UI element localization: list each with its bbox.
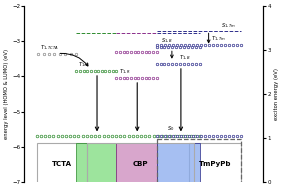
Text: CBP: CBP xyxy=(133,161,148,167)
Bar xyxy=(37,143,87,189)
Text: $S_{1,Tm}$: $S_{1,Tm}$ xyxy=(221,22,236,30)
Text: TCTA: TCTA xyxy=(52,161,72,167)
Bar xyxy=(189,143,241,189)
Bar xyxy=(156,143,200,189)
Bar xyxy=(156,139,241,189)
Text: $T_{1,Tm}$: $T_{1,Tm}$ xyxy=(211,35,226,43)
Text: $S_{1, B}$: $S_{1, B}$ xyxy=(162,37,173,45)
Y-axis label: exciton energy (eV): exciton energy (eV) xyxy=(274,68,279,120)
Y-axis label: energy level (HOMO & LUMO) (eV): energy level (HOMO & LUMO) (eV) xyxy=(4,49,9,139)
Text: $T_{1, R}$: $T_{1, R}$ xyxy=(119,67,130,76)
Bar xyxy=(116,143,156,189)
Text: TmPyPb: TmPyPb xyxy=(199,161,231,167)
Text: $T_{1,TCTA}$: $T_{1,TCTA}$ xyxy=(40,44,59,52)
Text: $S_0$: $S_0$ xyxy=(167,124,174,133)
Bar xyxy=(87,143,194,189)
Text: $T_{1, B}$: $T_{1, B}$ xyxy=(179,54,190,62)
Bar xyxy=(76,143,116,189)
Text: $T_{1, G}$: $T_{1, G}$ xyxy=(78,60,91,69)
